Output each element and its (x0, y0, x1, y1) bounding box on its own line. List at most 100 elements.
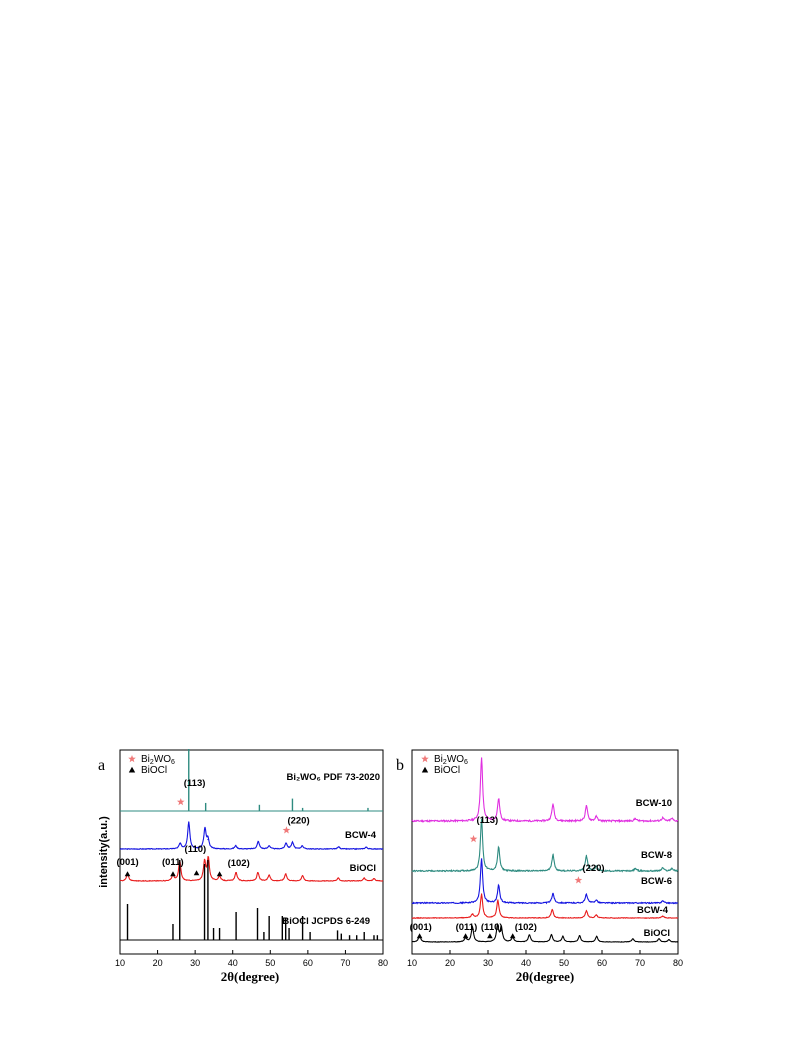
annotations-a: (113) (220) (001) (011)(110) (102) (117, 778, 310, 877)
peak-biocl-2 (471, 926, 474, 928)
x-tick-label-30: 30 (190, 958, 200, 968)
peak-biocl-9 (285, 873, 287, 875)
x-tick-label-60: 60 (303, 958, 313, 968)
annotation-marker-star (574, 876, 583, 884)
peak-bcw-6-3 (585, 893, 588, 895)
series-biocl (412, 922, 679, 943)
peak-bcw-8-0 (480, 818, 483, 820)
peak-bcw-10-2 (552, 803, 554, 805)
legend-label-sub: 2 (150, 759, 154, 766)
peak-biocl-11 (337, 877, 339, 879)
legend-marker-triangle (128, 766, 136, 773)
annotation-001: (001) (117, 857, 139, 868)
plot-area-a: Bi₂WO₆ PDF 73-2020 BCW-4 BiOCl BiOCl JCPDS … (117, 749, 384, 941)
x-tick-label-20: 20 (445, 958, 455, 968)
peak-bcw-6-2 (552, 892, 554, 894)
peak-bcw-8-4 (595, 865, 597, 867)
x-tick-label-80: 80 (378, 958, 388, 968)
peak-bcw-4-1 (480, 893, 483, 895)
annotation-marker-star (176, 798, 185, 806)
x-tick-label-30: 30 (483, 958, 493, 968)
peak-bcw-4-7 (285, 842, 287, 844)
peak-biocl-11 (632, 938, 634, 940)
peak-bcw-10-5 (634, 817, 637, 820)
peak-bcw-4-8 (291, 841, 294, 843)
peak-biocl-8 (268, 874, 270, 876)
peak-biocl-13 (373, 878, 375, 880)
peak-bcw-8-3 (585, 854, 588, 857)
annotation-220: (220) (582, 863, 604, 874)
legend-marker-triangle (421, 766, 429, 773)
legend-label-part: BiOCl (141, 765, 167, 776)
x-tick-label-70: 70 (635, 958, 645, 968)
legend-marker-star (421, 755, 429, 763)
peak-bcw-8-5 (634, 867, 637, 870)
peak-biocl-13 (668, 939, 670, 941)
peak-bcw-10-4 (595, 815, 597, 818)
peak-biocl-4 (500, 927, 502, 929)
peak-bcw-4-5 (257, 840, 259, 843)
panel-letter-a: a (98, 757, 105, 774)
annotation-marker-triangle (462, 933, 469, 939)
peak-bcw-10-0 (480, 757, 483, 759)
peak-bcw-4-5 (595, 914, 597, 916)
x-tick-label-80: 80 (673, 958, 683, 968)
series-bi-wo-pdf-73-2020 (120, 749, 383, 812)
peak-bcw-10-1 (498, 798, 500, 800)
x-tick-label-20: 20 (153, 958, 163, 968)
y-axis-label-a: intensity(a.u.) (98, 816, 110, 888)
peak-bcw-10-6 (662, 817, 664, 819)
peak-bcw-4-2 (204, 828, 206, 830)
peak-bcw-8-1 (498, 847, 500, 849)
series-bcw-8 (411, 818, 679, 873)
legend-label-part: Bi (434, 754, 443, 765)
peak-bcw-6-0 (480, 858, 483, 860)
series-label-bcw-4: BCW-4 (345, 830, 377, 841)
annotation-marker-triangle (487, 933, 493, 939)
peak-bcw-6-5 (662, 900, 664, 902)
legend-label-biwo: Bi2WO6 (434, 754, 468, 766)
x-tick-label-50: 50 (265, 958, 275, 968)
peak-bcw-4-3 (207, 838, 209, 841)
series-bcw-6 (411, 858, 679, 905)
annotation-110: (110) (185, 844, 207, 855)
legend-label-biocl: BiOCl (434, 765, 460, 776)
peak-biocl-3 (496, 925, 499, 927)
peak-bcw-4-6 (662, 915, 664, 917)
legend-marker-star (128, 755, 136, 763)
peak-biocl-12 (658, 938, 660, 940)
peak-bcw-4-4 (585, 910, 588, 912)
peak-biocl-6 (528, 934, 531, 936)
series-line-bcw-4 (119, 821, 384, 851)
peak-biocl-3 (203, 861, 206, 863)
series-line-biocl (412, 922, 679, 943)
annotation-marker-triangle (170, 871, 176, 877)
plot-area-b: BCW-10 BCW-8 BCW-6 BCW-4 BiOCl (113) (220) (001… (410, 757, 679, 943)
annotation-102: (102) (515, 922, 537, 933)
annotation-marker-star (282, 826, 291, 834)
x-tick-label-10: 10 (407, 958, 417, 968)
legend-label-part: WO (447, 754, 464, 765)
x-ticks-a: 10 20 30 40 50 60 70 80 (115, 950, 388, 968)
series-biocl-jcpds-6-249 (120, 860, 383, 941)
series-bcw-4 (411, 893, 679, 920)
series-line-bcw-4 (411, 893, 679, 920)
panel-a: a intensity(a.u.) 2θ(degree) Bi2WO6BiOCl… (98, 749, 388, 984)
annotation-marker-star (469, 835, 478, 843)
peak-bcw-6-4 (595, 899, 597, 901)
peak-bcw-4-11 (365, 846, 367, 848)
series-label-biocl: BiOCl (644, 928, 670, 939)
series-label-bcw-10: BCW-10 (636, 798, 672, 809)
peak-bcw-4-0 (471, 913, 474, 916)
x-tick-label-50: 50 (559, 958, 569, 968)
peak-bcw-6-1 (498, 884, 500, 887)
peak-bcw-4-2 (497, 899, 499, 901)
legend-label-part: Bi (141, 754, 150, 765)
series-line-biocl (119, 855, 384, 882)
series-line-bcw-10 (411, 757, 679, 824)
peak-bcw-8-6 (662, 867, 664, 869)
panel-letter-b: b (396, 757, 404, 774)
series-label-bcw-8: BCW-8 (641, 850, 672, 861)
peak-bcw-4-0 (179, 843, 181, 845)
